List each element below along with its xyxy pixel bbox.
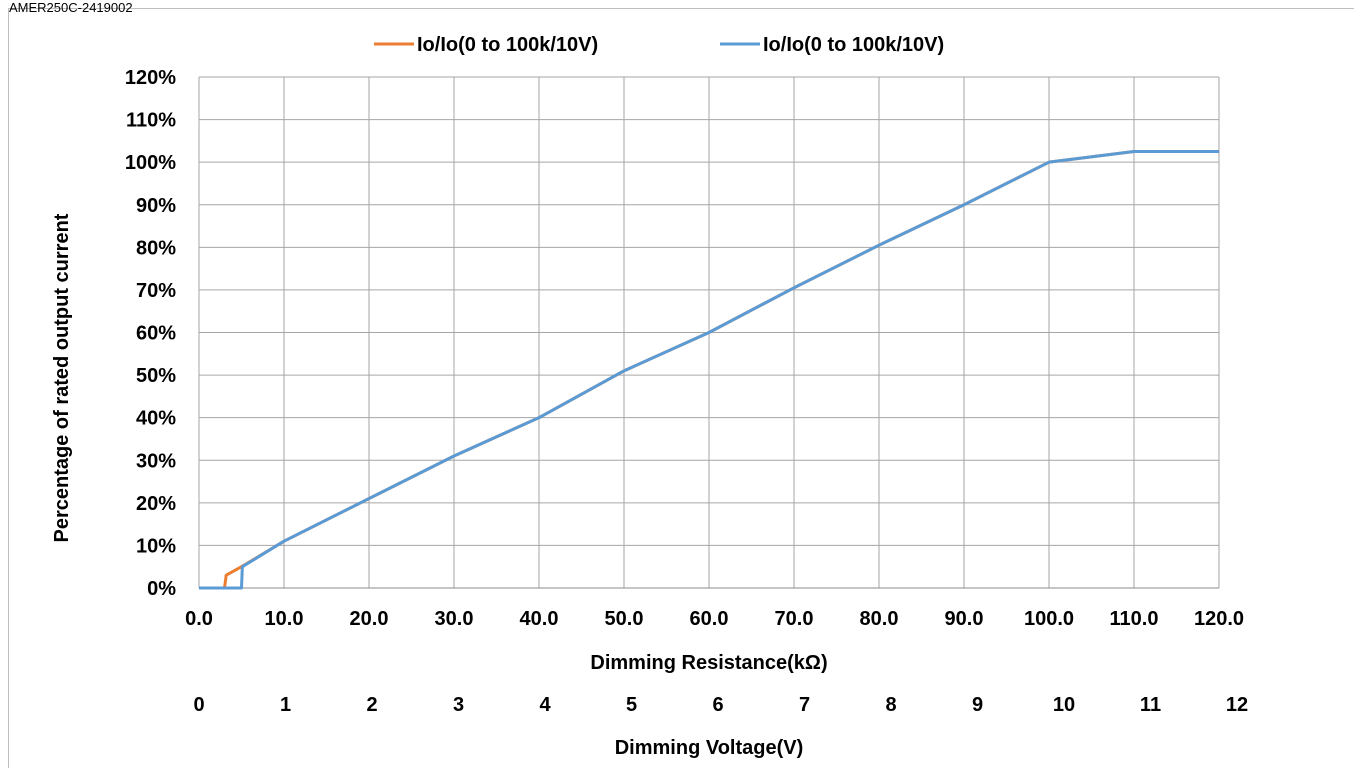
x2-axis-label: Dimming Voltage(V) (615, 737, 804, 759)
y-tick-label: 20% (136, 493, 176, 515)
x-tick-label: 110.0 (1110, 608, 1159, 630)
y-tick-label: 0% (147, 578, 176, 600)
x2-tick-labels: 0 1 2 3 4 5 6 7 8 9 10 11 12 (193, 694, 1248, 716)
x-tick-label: 30.0 (435, 608, 474, 630)
series-lines (199, 150, 1219, 590)
x2-tick-label: 11 (1140, 694, 1161, 716)
x-tick-label: 80.0 (860, 608, 899, 630)
x2-tick-label: 0 (193, 694, 204, 716)
y-tick-labels: 0% 10% 20% 30% 40% 50% 60% 70% 80% 90% 100% 110% 120… (125, 67, 176, 600)
x2-tick-label: 4 (539, 694, 551, 716)
y-tick-label: 30% (136, 450, 176, 472)
x2-tick-label: 7 (799, 694, 810, 716)
x-tick-label: 120.0 (1194, 608, 1244, 630)
x-tick-labels: 0.0 10.0 20.0 30.0 40.0 50.0 60.0 70.0 80.0 90.0 1… (185, 608, 1244, 630)
x-tick-label: 0.0 (185, 608, 213, 630)
y-tick-label: 90% (136, 195, 176, 217)
x2-tick-label: 1 (280, 694, 291, 716)
x-tick-label: 40.0 (520, 608, 559, 630)
x-tick-label: 50.0 (605, 608, 644, 630)
x-axis-label: Dimming Resistance(kΩ) (590, 652, 827, 674)
legend: Io/Io(0 to 100k/10V) Io/Io(0 to 100k/10V) (374, 34, 944, 56)
x2-tick-label: 2 (366, 694, 377, 716)
legend-label-1: Io/Io(0 to 100k/10V) (417, 34, 598, 56)
y-tick-label: 60% (136, 323, 176, 345)
x2-tick-label: 6 (712, 694, 723, 716)
y-tick-label: 80% (136, 237, 176, 259)
legend-label-2: Io/Io(0 to 100k/10V) (763, 34, 944, 56)
x-tick-label: 10.0 (265, 608, 304, 630)
y-tick-label: 70% (136, 280, 176, 302)
y-tick-label: 110% (126, 110, 176, 132)
header-text: AMER250C-2419002 (9, 0, 133, 15)
x2-tick-label: 5 (626, 694, 637, 716)
x2-tick-label: 3 (453, 694, 464, 716)
x-tick-label: 60.0 (690, 608, 729, 630)
x-tick-label: 70.0 (775, 608, 814, 630)
x2-tick-label: 9 (972, 694, 983, 716)
y-tick-label: 40% (136, 408, 176, 430)
chart-frame: AMER250C-2419002 (8, 0, 1354, 768)
x2-tick-label: 8 (885, 694, 896, 716)
x2-tick-label: 12 (1226, 694, 1248, 716)
y-axis-label: Percentage of rated output current (51, 213, 73, 542)
x-tick-label: 90.0 (945, 608, 984, 630)
x2-tick-label: 10 (1053, 694, 1075, 716)
y-tick-label: 100% (125, 152, 176, 174)
y-tick-label: 50% (136, 365, 176, 387)
x-tick-label: 100.0 (1024, 608, 1074, 630)
y-tick-label: 10% (136, 535, 176, 557)
x-tick-label: 20.0 (350, 608, 389, 630)
y-tick-label: 120% (125, 67, 176, 89)
series-line-2 (199, 150, 1219, 590)
